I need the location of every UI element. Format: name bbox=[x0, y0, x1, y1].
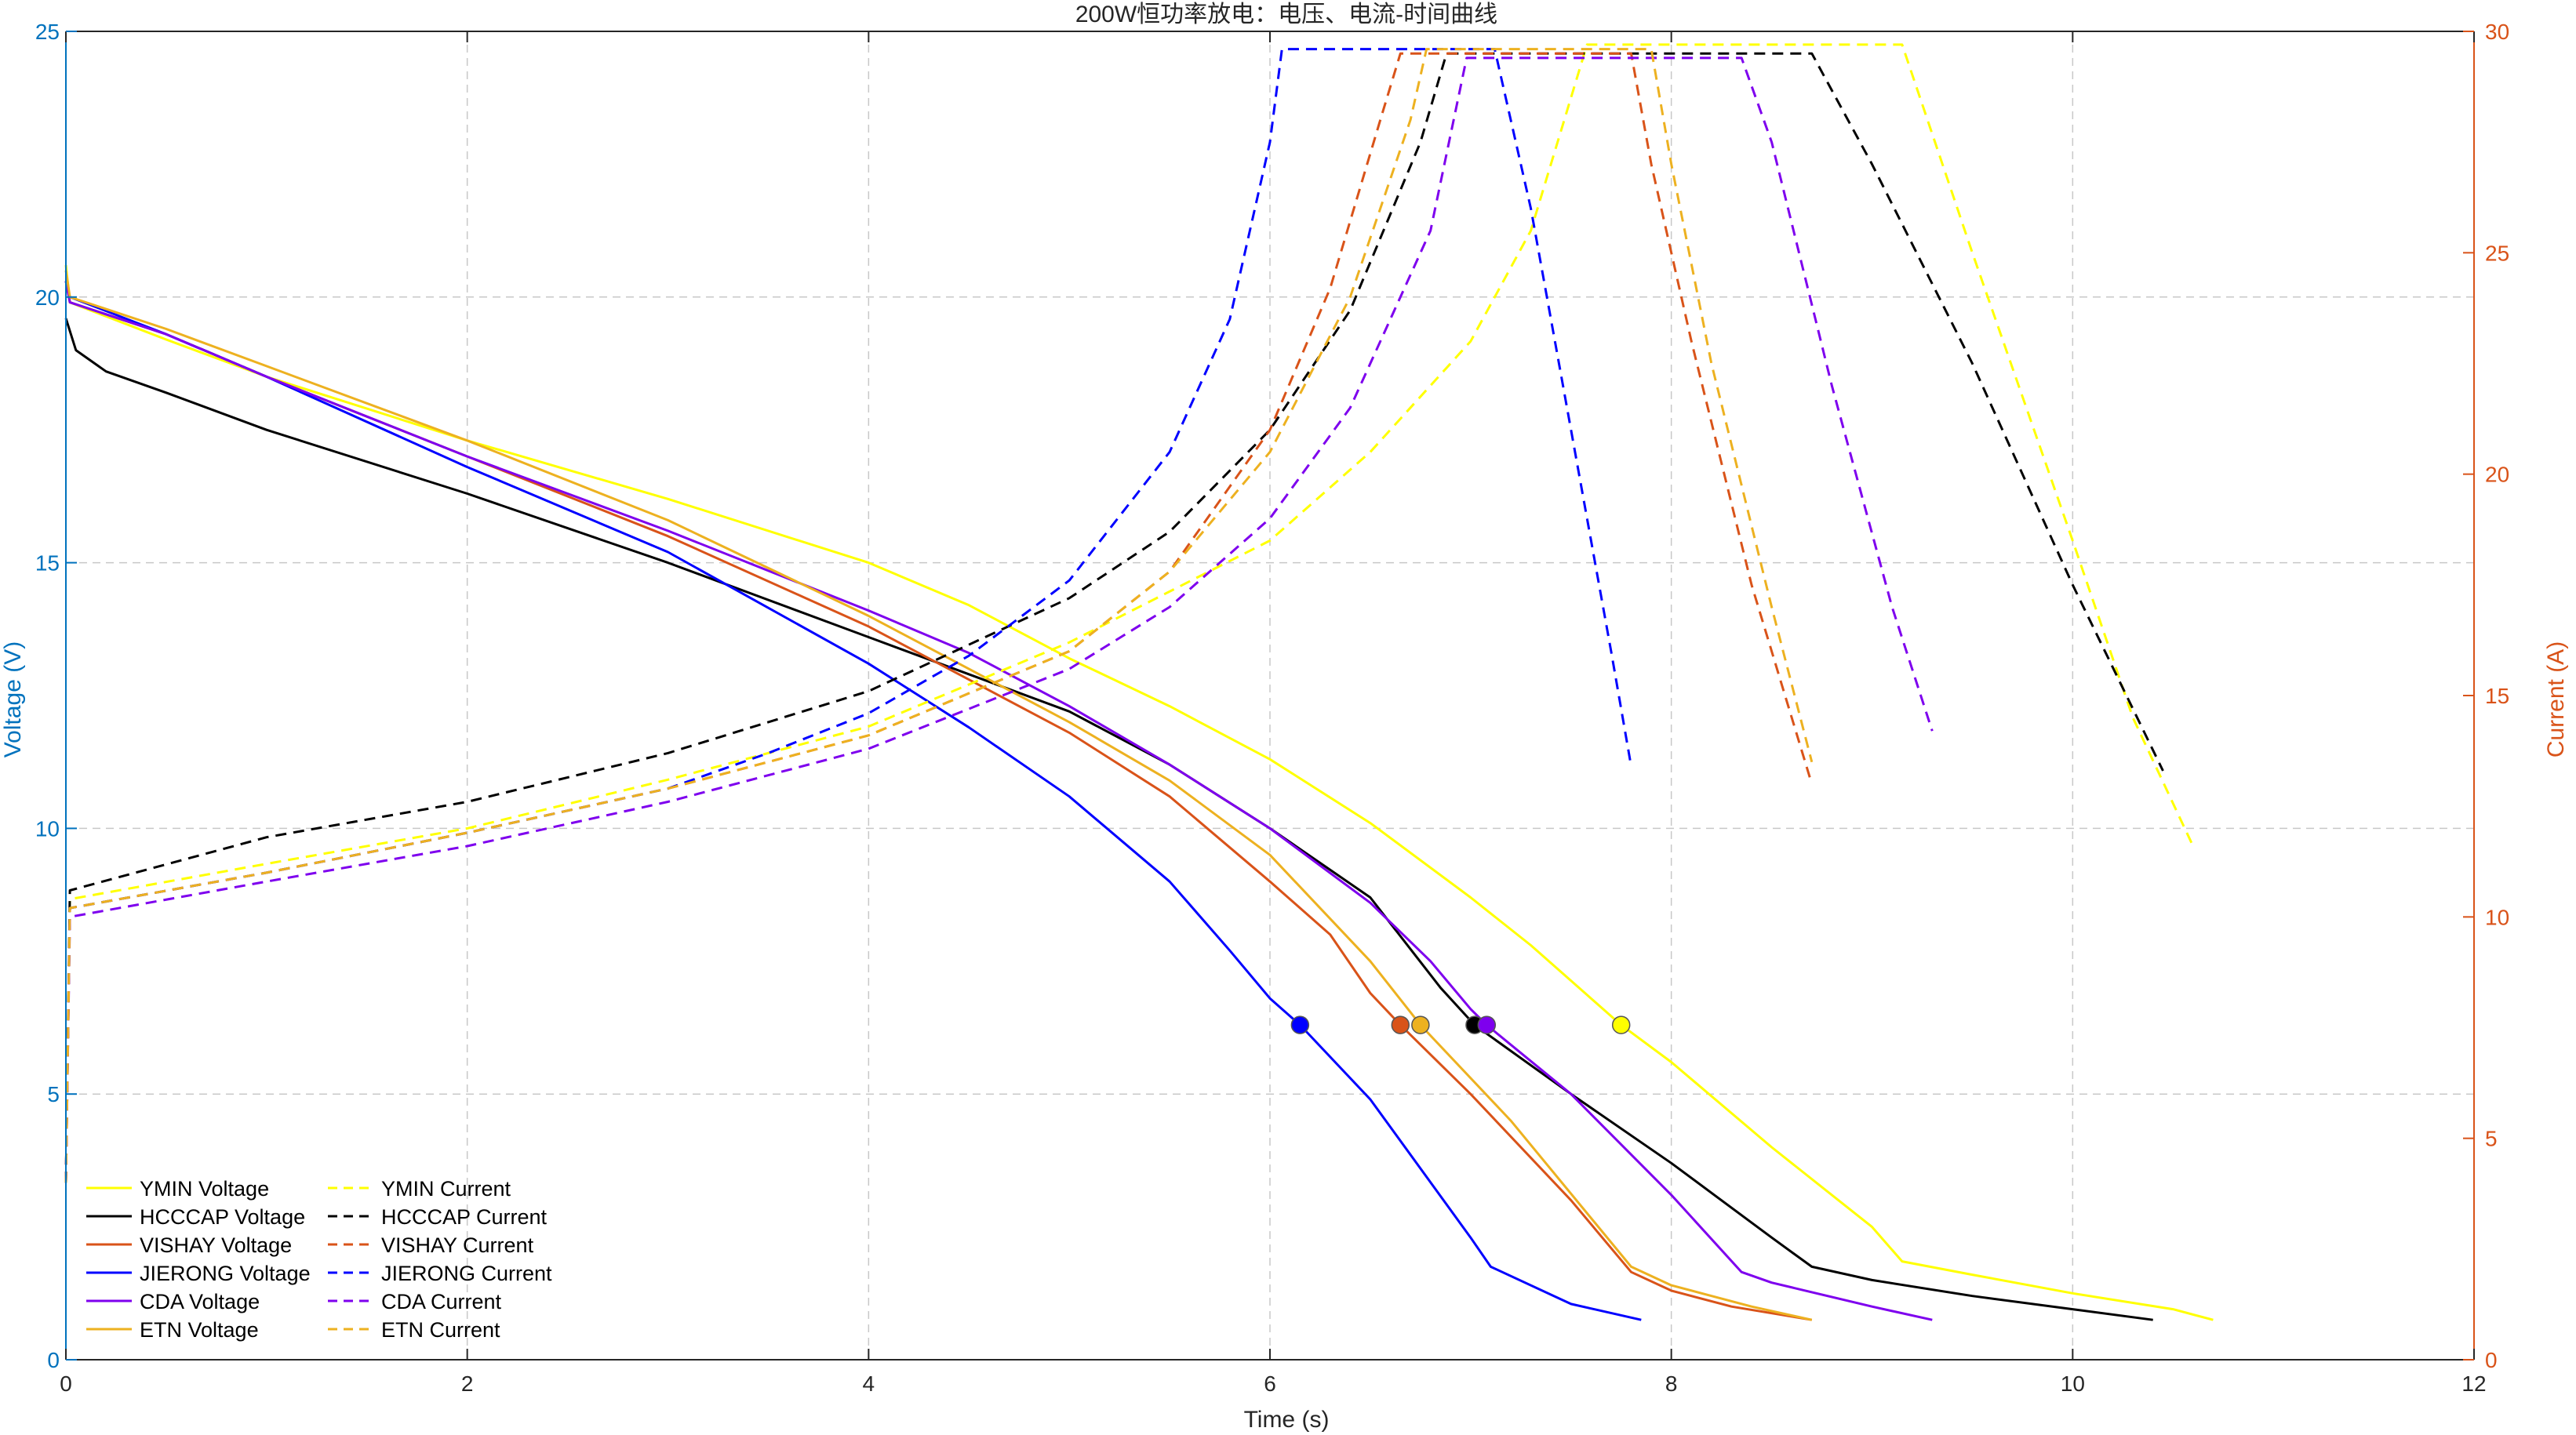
legend-label-hcccap-current: HCCCAP Current bbox=[381, 1205, 548, 1229]
x-tick-label: 6 bbox=[1264, 1371, 1276, 1396]
series-layer bbox=[64, 43, 2214, 1321]
legend-label-jierong-voltage: JIERONG Voltage bbox=[140, 1262, 311, 1285]
legend-label-etn-voltage: ETN Voltage bbox=[140, 1318, 259, 1342]
legend-label-vishay-voltage: VISHAY Voltage bbox=[140, 1233, 292, 1257]
y-axis-right-label: Current (A) bbox=[2543, 641, 2569, 757]
marker-jierong-voltage bbox=[1290, 1015, 1310, 1034]
series-line-cda-current bbox=[64, 56, 1934, 1183]
series-line-hcccap-voltage bbox=[64, 318, 2153, 1321]
series-line-cda-voltage bbox=[64, 281, 1933, 1321]
legend-label-cda-current: CDA Current bbox=[381, 1290, 502, 1313]
series-line-ymin-voltage bbox=[64, 264, 2214, 1321]
legend-label-vishay-current: VISHAY Current bbox=[381, 1233, 534, 1257]
marker-etn-voltage bbox=[1411, 1015, 1430, 1034]
y-right-tick-label: 15 bbox=[2485, 684, 2509, 708]
legend: YMIN Voltage HCCCAP Voltage VISHAY Voltage… bbox=[86, 1177, 552, 1342]
x-axis-label: Time (s) bbox=[1244, 1407, 1330, 1433]
x-tick-label: 0 bbox=[60, 1371, 72, 1396]
chart-title: 200W恒功率放电：电压、电流-时间曲线 bbox=[1075, 2, 1497, 27]
series-line-etn-voltage bbox=[64, 270, 1813, 1321]
legend-label-jierong-current: JIERONG Current bbox=[381, 1262, 552, 1285]
x-tick-label: 8 bbox=[1665, 1371, 1678, 1396]
series-line-etn-current bbox=[64, 48, 1814, 1183]
legend-label-cda-voltage: CDA Voltage bbox=[140, 1290, 260, 1313]
x-tick-label: 12 bbox=[2461, 1371, 2486, 1396]
marker-layer bbox=[1290, 1015, 1631, 1034]
marker-ymin-voltage bbox=[1611, 1015, 1631, 1034]
legend-label-ymin-current: YMIN Current bbox=[381, 1177, 511, 1201]
legend-label-ymin-voltage: YMIN Voltage bbox=[140, 1177, 269, 1201]
x-tick-label: 2 bbox=[461, 1371, 474, 1396]
marker-vishay-voltage bbox=[1391, 1015, 1410, 1034]
y-left-tick-label: 0 bbox=[47, 1348, 60, 1372]
series-line-vishay-current bbox=[64, 52, 1814, 1183]
y-axis-left-label: Voltage (V) bbox=[0, 641, 26, 757]
y-right-tick-label: 30 bbox=[2485, 20, 2509, 44]
y-right-tick-label: 10 bbox=[2485, 905, 2509, 929]
y-left-tick-label: 5 bbox=[47, 1082, 60, 1106]
y-left-tick-label: 25 bbox=[35, 20, 60, 44]
series-line-hcccap-current bbox=[64, 52, 2164, 1183]
y-right-tick-label: 20 bbox=[2485, 463, 2509, 487]
y-right-tick-label: 0 bbox=[2485, 1348, 2498, 1372]
x-tick-label: 4 bbox=[863, 1371, 875, 1396]
series-line-jierong-current bbox=[64, 48, 1632, 1183]
y-right-tick-label: 25 bbox=[2485, 241, 2509, 265]
y-left-tick-label: 20 bbox=[35, 285, 60, 310]
marker-cda-voltage bbox=[1477, 1015, 1497, 1034]
series-line-ymin-current bbox=[64, 43, 2195, 1183]
x-tick-label: 10 bbox=[2061, 1371, 2085, 1396]
legend-label-etn-current: ETN Current bbox=[381, 1318, 500, 1342]
y-left-tick-label: 10 bbox=[35, 816, 60, 841]
y-left-tick-label: 15 bbox=[35, 551, 60, 576]
y-right-tick-label: 5 bbox=[2485, 1127, 2498, 1151]
legend-label-hcccap-voltage: HCCCAP Voltage bbox=[140, 1205, 305, 1229]
